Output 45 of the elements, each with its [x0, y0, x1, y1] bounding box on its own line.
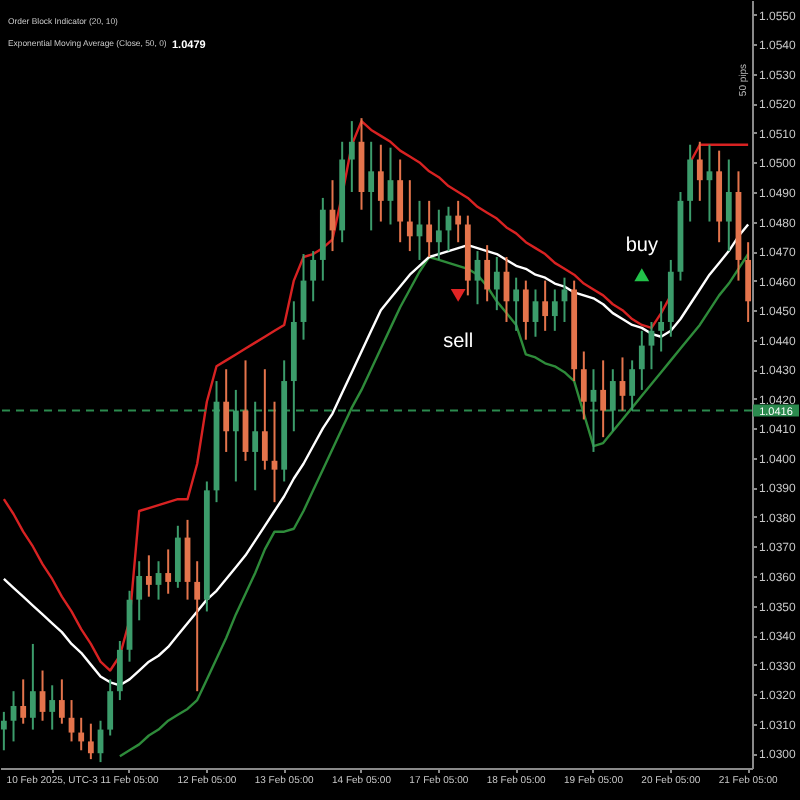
candlestick	[232, 388, 239, 483]
candlestick	[435, 208, 442, 261]
series-label: sell	[443, 331, 474, 354]
candlestick	[609, 368, 616, 433]
candlestick	[513, 276, 520, 332]
candlestick	[107, 678, 114, 737]
candlestick	[455, 199, 462, 244]
candlestick	[145, 554, 152, 598]
candlestick	[136, 560, 143, 622]
candlestick	[368, 140, 375, 232]
candlestick	[20, 678, 27, 725]
candlestick	[194, 560, 201, 693]
candlestick	[580, 350, 587, 421]
candlestick	[310, 250, 317, 303]
candlestick	[0, 710, 7, 752]
candlestick	[116, 639, 123, 702]
candlestick	[522, 279, 529, 341]
candlestick	[223, 368, 230, 453]
candlestick	[687, 143, 694, 223]
candlestick	[397, 158, 404, 244]
candlestick	[252, 400, 259, 492]
candlestick	[484, 244, 491, 303]
candlestick	[658, 300, 665, 353]
candlestick	[600, 359, 607, 439]
candlestick	[542, 279, 549, 332]
candlestick	[261, 368, 268, 471]
candlestick	[29, 642, 36, 731]
candlestick	[629, 359, 636, 412]
candlestick	[377, 143, 384, 223]
candlestick	[551, 288, 558, 332]
candlestick	[638, 329, 645, 391]
candlestick	[78, 716, 85, 752]
candlestick	[426, 199, 433, 258]
line-series	[118, 252, 750, 758]
candlestick	[406, 179, 413, 253]
candlestick	[493, 255, 500, 312]
candlestick	[87, 722, 94, 761]
candlestick	[165, 548, 172, 595]
candlestick	[348, 120, 355, 193]
candlestick	[174, 524, 181, 589]
series-label: buy	[625, 234, 658, 257]
candlestick	[696, 140, 703, 202]
candlestick	[58, 678, 65, 725]
candlestick	[49, 684, 56, 731]
candlestick	[725, 158, 732, 253]
